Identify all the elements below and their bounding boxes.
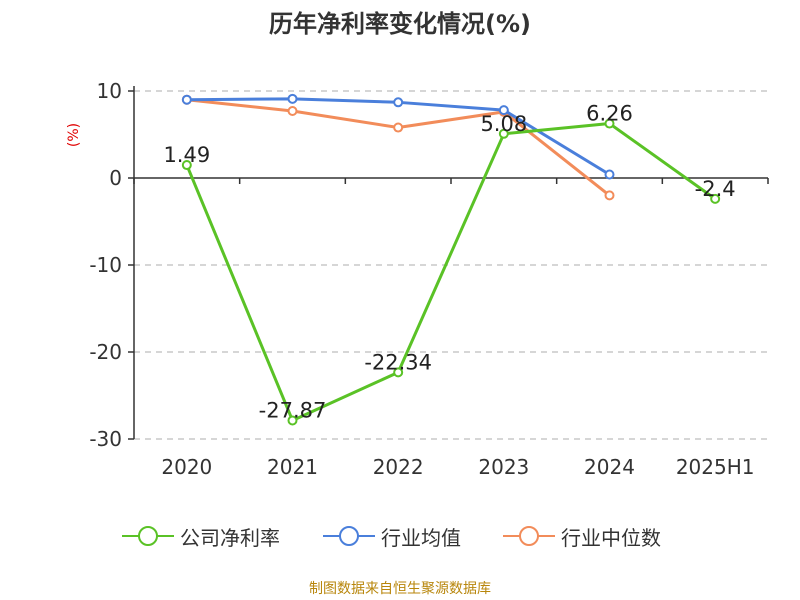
data-label-layer: 1.49 -27.87 -22.34 5.08 6.26 -2.4 — [163, 102, 735, 423]
series-line-1 — [186, 97, 611, 176]
data-point[interactable] — [287, 415, 298, 426]
data-point[interactable] — [393, 122, 404, 133]
legend-item-industry-median[interactable]: 行业中位数 — [503, 520, 661, 552]
x-tick-label: 2023 — [478, 455, 529, 479]
axis-layer: 10 0 -10 -20 -30 2020 2021 2022 2023 2024 2025H1 — [89, 79, 769, 479]
series-layer — [181, 93, 721, 426]
data-point[interactable] — [393, 367, 404, 378]
data-point[interactable] — [287, 93, 298, 104]
x-tick-label: 2020 — [161, 455, 212, 479]
data-label: -27.87 — [259, 398, 327, 422]
y-tick-label: -20 — [89, 340, 122, 364]
data-point[interactable] — [287, 106, 298, 117]
y-tick-label: -10 — [89, 253, 122, 277]
data-source-note: 制图数据来自恒生聚源数据库 — [309, 581, 491, 597]
data-point[interactable] — [498, 128, 509, 139]
series-line-2 — [186, 98, 611, 197]
x-tick-label: 2025H1 — [676, 455, 755, 479]
legend-marker-industry-median — [503, 526, 555, 546]
legend: 公司净利率 行业均值 行业中位数 — [0, 520, 800, 552]
data-label: -2.4 — [695, 177, 736, 201]
chart-title: 历年净利率变化情况(%) — [269, 10, 531, 38]
legend-marker-company — [122, 526, 174, 546]
data-point[interactable] — [710, 193, 721, 204]
data-point[interactable] — [604, 169, 615, 180]
legend-label-industry-mean: 行业均值 — [381, 525, 461, 550]
legend-label-company: 公司净利率 — [180, 525, 280, 550]
data-point[interactable] — [498, 105, 509, 116]
data-label: 5.08 — [480, 112, 527, 136]
x-tick-label: 2021 — [267, 455, 318, 479]
y-tick-label: 0 — [109, 166, 122, 190]
x-tick-label: 2022 — [373, 455, 424, 479]
y-tick-label: -30 — [89, 427, 122, 451]
legend-label-industry-median: 行业中位数 — [561, 525, 661, 550]
legend-item-industry-mean[interactable]: 行业均值 — [323, 520, 461, 552]
series-line-0 — [185, 122, 717, 422]
data-point[interactable] — [181, 160, 192, 171]
legend-marker-industry-mean — [323, 526, 375, 546]
data-label: -22.34 — [364, 350, 432, 374]
y-tick-label: 10 — [97, 79, 122, 103]
data-point[interactable] — [181, 94, 192, 105]
data-point[interactable] — [393, 97, 404, 108]
x-tick-label: 2024 — [584, 455, 635, 479]
legend-item-company[interactable]: 公司净利率 — [122, 520, 280, 552]
data-label: 6.26 — [586, 102, 633, 126]
data-label: 1.49 — [163, 143, 210, 167]
data-point[interactable] — [604, 118, 615, 129]
data-point[interactable] — [604, 190, 615, 201]
grid-layer — [134, 90, 768, 440]
